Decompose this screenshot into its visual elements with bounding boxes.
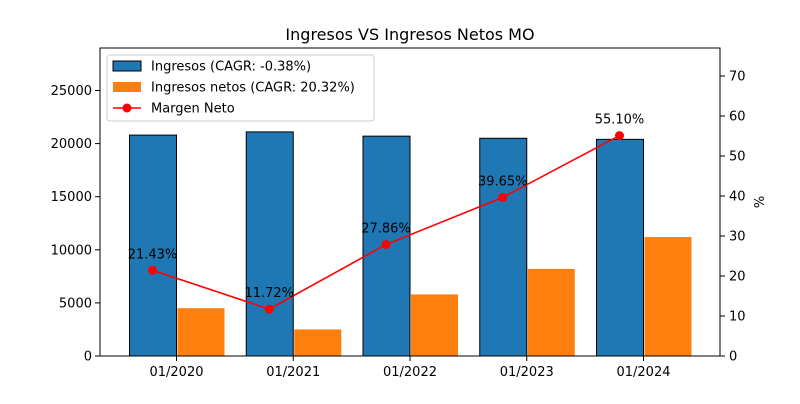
y-tick-label: 0 xyxy=(84,350,92,365)
legend-swatch xyxy=(112,60,142,72)
legend-label: Ingresos netos (CAGR: 20.32%) xyxy=(151,81,355,96)
y2-tick-label: 40 xyxy=(729,190,746,205)
legend: Ingresos (CAGR: -0.38%) Ingresos netos (C… xyxy=(106,54,375,122)
legend-label: Ingresos (CAGR: -0.38%) xyxy=(151,60,311,75)
bar-ingresos-netos xyxy=(177,308,225,356)
margen-neto-data-label: 27.86% xyxy=(361,222,411,237)
x-tick-label: 01/2021 xyxy=(266,365,320,380)
y-tick-label: 10000 xyxy=(51,243,92,258)
margen-neto-point xyxy=(498,192,508,202)
y-tick-label: 25000 xyxy=(51,84,92,99)
bar-ingresos-netos xyxy=(294,329,342,356)
legend-box xyxy=(106,54,375,122)
y2-tick-label: 60 xyxy=(729,110,746,125)
axes-layer: 0 5000 10000 15000 20000 25000 0 10 20 30 40 50 60 70… xyxy=(51,47,768,380)
y2-tick-label: 0 xyxy=(729,350,737,365)
bars-layer xyxy=(129,131,692,357)
chart-title: Ingresos VS Ingresos Netos MO xyxy=(285,25,534,44)
x-tick-label: 01/2022 xyxy=(383,365,437,380)
y2-tick-label: 70 xyxy=(729,70,746,85)
x-tick-label: 01/2023 xyxy=(500,365,554,380)
bar-ingresos-netos xyxy=(527,268,575,356)
bar-ingresos xyxy=(479,137,528,357)
margen-neto-data-label: 11.72% xyxy=(244,286,294,301)
bar-ingresos xyxy=(596,138,644,357)
y2-tick-label: 50 xyxy=(729,150,746,165)
legend-label: Margen Neto xyxy=(151,102,235,117)
bar-ingresos xyxy=(129,134,177,357)
bar-ingresos xyxy=(245,131,294,357)
margen-neto-point xyxy=(148,265,157,275)
margen-neto-data-label: 39.65% xyxy=(478,174,528,189)
bar-ingresos-netos xyxy=(644,237,692,356)
line-layer: 21.43% 11.72% 27.86% 39.65% 55.10% xyxy=(128,113,645,314)
margen-neto-data-label: 21.43% xyxy=(128,247,178,262)
margen-neto-point xyxy=(615,131,624,141)
y-tick-label: 5000 xyxy=(59,296,92,311)
y-tick-label: 20000 xyxy=(51,137,92,152)
bar-ingresos-netos xyxy=(411,294,458,356)
margen-neto-data-label: 55.10% xyxy=(595,113,645,128)
y2-tick-label: 10 xyxy=(729,310,746,325)
legend-marker xyxy=(122,103,132,113)
x-tick-label: 01/2024 xyxy=(616,365,670,380)
y2-tick-label: 20 xyxy=(729,270,746,285)
y2-axis-label: % xyxy=(753,196,768,208)
legend-swatch xyxy=(113,82,141,92)
y2-tick-label: 30 xyxy=(729,230,746,245)
y-tick-label: 15000 xyxy=(51,190,92,205)
x-tick-label: 01/2020 xyxy=(149,365,203,380)
margen-neto-point xyxy=(381,240,391,250)
margen-neto-point xyxy=(264,304,274,314)
